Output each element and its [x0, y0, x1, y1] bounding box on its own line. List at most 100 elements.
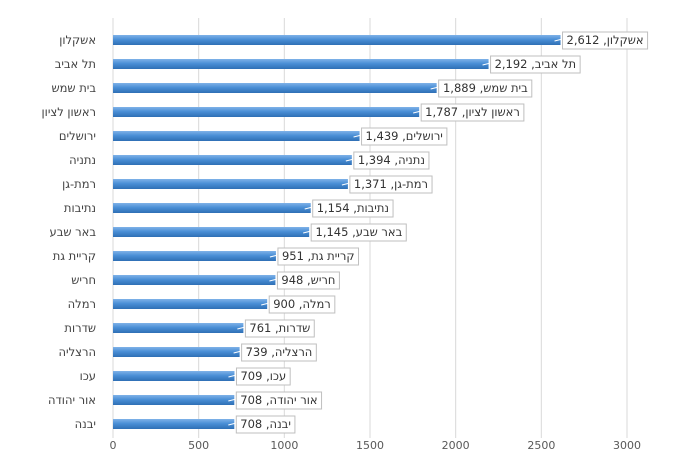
data-label-box	[312, 199, 394, 218]
leader-line	[304, 206, 313, 210]
data-label: רמת-גן, 1,371	[349, 175, 433, 194]
bar	[113, 155, 352, 165]
bars	[113, 35, 563, 429]
bar	[113, 83, 437, 93]
category-label: חריש	[71, 273, 96, 287]
x-tick-label: 3000	[613, 439, 641, 452]
data-label: קריית גת, 951	[277, 247, 360, 266]
data-label: בית שמש, 1,889	[438, 79, 533, 98]
x-tick-label: 2500	[527, 439, 555, 452]
category-label: ירושלים	[59, 129, 96, 143]
category-label: יבנה	[75, 417, 96, 431]
category-label: ראשון לציון	[42, 105, 96, 119]
category-label: קריית גת	[53, 249, 96, 263]
data-label: חריש, 948	[276, 271, 340, 290]
data-label-box	[438, 79, 533, 98]
leader-line	[233, 350, 242, 354]
data-label-text: רמלה, 900	[273, 297, 331, 311]
category-label: הרצליה	[59, 345, 96, 359]
x-axis-ticks: 0 500 1000 1500 2000 2500 3000	[110, 439, 642, 452]
data-label-box	[235, 415, 296, 434]
category-label: אשקלון	[59, 33, 96, 47]
leader-line	[482, 62, 491, 66]
data-label: ראשון לציון, 1,787	[420, 103, 525, 122]
data-label-text: בית שמש, 1,889	[443, 81, 528, 95]
data-label-box	[310, 223, 407, 242]
data-label-box	[361, 127, 448, 146]
category-label: נתיבות	[64, 201, 96, 215]
data-label-text: שדרות, 761	[249, 321, 310, 335]
data-label-box	[420, 103, 525, 122]
category-label: באר שבע	[50, 225, 97, 239]
bar	[113, 35, 561, 45]
data-label: ירושלים, 1,439	[361, 127, 448, 146]
bar	[113, 131, 360, 141]
data-label-box	[277, 247, 360, 266]
category-label: עכו	[80, 369, 96, 383]
data-label-box	[235, 391, 323, 410]
data-label-box	[235, 367, 291, 386]
leader-line	[228, 422, 237, 426]
bar	[113, 59, 489, 69]
data-label-text: באר שבע, 1,145	[316, 225, 403, 239]
data-label-text: ראשון לציון, 1,787	[425, 105, 520, 119]
data-label-text: נתניה, 1,394	[358, 153, 425, 167]
bar	[113, 251, 276, 261]
category-labels: אשקלון תל אביב בית שמש ראשון לציון ירושלים נת…	[42, 33, 97, 431]
leader-line	[237, 326, 246, 330]
bar	[113, 347, 240, 357]
data-labels: אשקלון, 2,612 תל אביב, 2,192 בית שמש, 1,88…	[235, 31, 649, 434]
category-label: בית שמש	[51, 81, 96, 95]
category-label: רמת-גן	[62, 177, 96, 191]
data-label: אשקלון, 2,612	[562, 31, 649, 50]
bar	[113, 419, 235, 429]
data-label-text: אור יהודה, 708	[240, 393, 317, 407]
bar	[113, 371, 235, 381]
data-label-text: אשקלון, 2,612	[567, 33, 644, 47]
x-tick-label: 0	[110, 439, 117, 452]
bar	[113, 107, 420, 117]
data-label-text: יבנה, 708	[240, 417, 291, 431]
bar	[113, 323, 244, 333]
data-label-box	[353, 151, 430, 170]
leader-line	[345, 158, 354, 162]
data-label-text: חריש, 948	[281, 273, 335, 287]
data-label: הרצליה, 739	[241, 343, 317, 362]
data-label-text: רמת-גן, 1,371	[354, 177, 428, 191]
data-label: נתניה, 1,394	[353, 151, 430, 170]
data-label-box	[244, 319, 315, 338]
x-tick-label: 500	[188, 439, 209, 452]
bar	[113, 203, 311, 213]
data-label: נתיבות, 1,154	[312, 199, 394, 218]
data-label-text: תל אביב, 2,192	[495, 57, 577, 71]
x-tick-label: 2000	[442, 439, 470, 452]
bar	[113, 395, 235, 405]
leader-line	[261, 302, 270, 306]
leader-line	[303, 230, 312, 234]
leader-line	[341, 182, 351, 186]
data-label-text: ירושלים, 1,439	[366, 129, 443, 143]
category-label: רמלה	[68, 297, 96, 311]
category-label: תל אביב	[55, 57, 96, 71]
leader-line	[430, 86, 439, 90]
leader-line	[269, 278, 278, 282]
category-label: שדרות	[64, 321, 96, 335]
data-label: באר שבע, 1,145	[310, 223, 407, 242]
data-label-text: הרצליה, 739	[246, 345, 313, 359]
data-label: רמלה, 900	[268, 295, 336, 314]
data-label-box	[268, 295, 336, 314]
data-label-text: קריית גת, 951	[282, 249, 355, 263]
data-label-box	[349, 175, 433, 194]
data-label: שדרות, 761	[244, 319, 315, 338]
category-label: אור יהודה	[48, 393, 96, 407]
leader-line	[269, 254, 279, 258]
leader-line	[228, 374, 237, 378]
data-label: יבנה, 708	[235, 415, 296, 434]
data-label-text: עכו, 709	[240, 369, 286, 383]
data-label-box	[562, 31, 649, 50]
leader-line	[554, 38, 563, 42]
data-label-box	[490, 55, 581, 74]
x-tick-label: 1000	[270, 439, 298, 452]
bar	[113, 179, 348, 189]
